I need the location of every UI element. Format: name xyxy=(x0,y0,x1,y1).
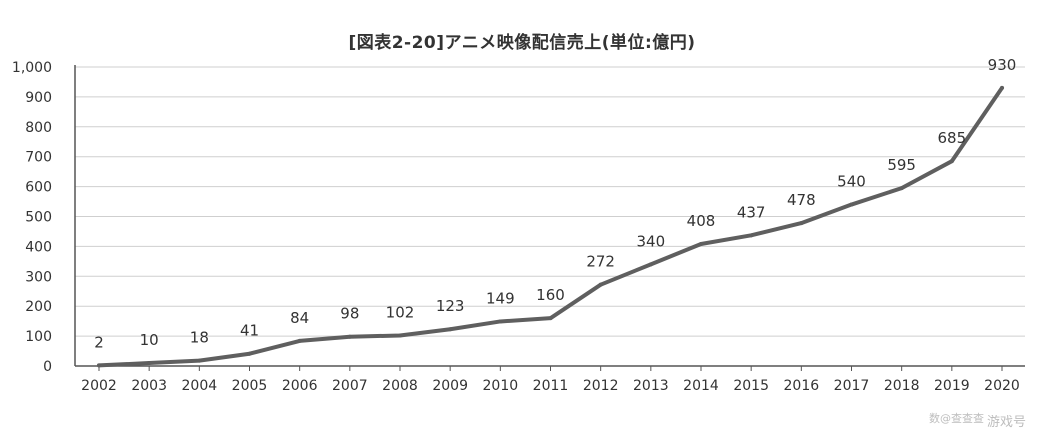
y-tick-label: 100 xyxy=(25,329,52,345)
data-label: 685 xyxy=(938,129,967,147)
x-tick-label: 2012 xyxy=(583,378,619,394)
data-point xyxy=(347,334,352,339)
data-point xyxy=(147,361,152,366)
x-tick-label: 2006 xyxy=(282,378,318,394)
data-label: 540 xyxy=(837,173,866,191)
data-point xyxy=(247,351,252,356)
x-tick-label: 2017 xyxy=(834,378,870,394)
x-tick-label: 2014 xyxy=(683,378,719,394)
data-label: 102 xyxy=(386,304,415,322)
x-tick-label: 2016 xyxy=(784,378,820,394)
data-point xyxy=(1000,85,1004,90)
data-label: 160 xyxy=(536,286,565,304)
data-point xyxy=(197,358,202,363)
x-tick-label: 2002 xyxy=(81,378,117,394)
data-label: 123 xyxy=(436,297,465,315)
x-tick-label: 2005 xyxy=(232,378,268,394)
data-label: 18 xyxy=(190,329,209,347)
x-tick-label: 2020 xyxy=(984,378,1020,394)
y-tick-label: 500 xyxy=(25,210,52,226)
data-label: 478 xyxy=(787,191,816,209)
data-point xyxy=(498,319,503,324)
x-tick-label: 2008 xyxy=(382,378,418,394)
data-point xyxy=(949,159,954,164)
data-label: 272 xyxy=(586,253,615,271)
data-label: 41 xyxy=(240,322,259,340)
y-tick-label: 800 xyxy=(25,120,52,136)
y-tick-label: 400 xyxy=(25,239,52,255)
y-tick-label: 1,000 xyxy=(12,60,52,76)
watermark-source: 数@查查查 xyxy=(929,412,984,425)
data-label: 2 xyxy=(94,333,104,351)
data-point xyxy=(97,363,101,368)
y-tick-label: 900 xyxy=(25,90,52,106)
x-tick-label: 2009 xyxy=(432,378,468,394)
data-point xyxy=(598,282,603,287)
chart-title: [図表2-20]アニメ映像配信売上(単位:億円) xyxy=(348,33,696,53)
data-label: 149 xyxy=(486,289,515,307)
data-point xyxy=(699,242,703,247)
x-tick-label: 2015 xyxy=(733,378,769,394)
data-point xyxy=(648,262,653,267)
y-tick-label: 300 xyxy=(25,269,52,285)
data-point xyxy=(749,233,754,238)
data-point xyxy=(448,327,453,332)
data-point xyxy=(398,333,402,338)
data-label: 10 xyxy=(140,331,159,349)
x-tick-label: 2018 xyxy=(884,378,920,394)
y-tick-label: 600 xyxy=(25,180,52,196)
x-tick-label: 2011 xyxy=(533,378,569,394)
data-point xyxy=(297,338,302,343)
series-line xyxy=(97,85,1004,368)
data-label: 340 xyxy=(637,232,666,250)
x-tick-label: 2003 xyxy=(131,378,167,394)
y-tick-label: 200 xyxy=(25,299,52,315)
x-tick-label: 2010 xyxy=(483,378,519,394)
data-point xyxy=(548,316,553,321)
x-tick-label: 2013 xyxy=(633,378,669,394)
y-tick-label: 0 xyxy=(43,359,52,375)
data-point xyxy=(899,186,904,191)
y-tick-label: 700 xyxy=(25,150,52,166)
data-label: 437 xyxy=(737,203,766,221)
data-label: 595 xyxy=(887,156,916,174)
x-tick-label: 2004 xyxy=(182,378,218,394)
x-tick-label: 2019 xyxy=(934,378,970,394)
data-label: 98 xyxy=(340,305,359,323)
watermark-logo: 游戏号 xyxy=(986,415,1026,430)
data-point xyxy=(849,202,854,207)
data-label: 408 xyxy=(687,212,716,230)
data-label: 930 xyxy=(988,56,1017,74)
data-label: 84 xyxy=(290,309,309,327)
x-tick-label: 2007 xyxy=(332,378,368,394)
data-point xyxy=(799,221,804,226)
